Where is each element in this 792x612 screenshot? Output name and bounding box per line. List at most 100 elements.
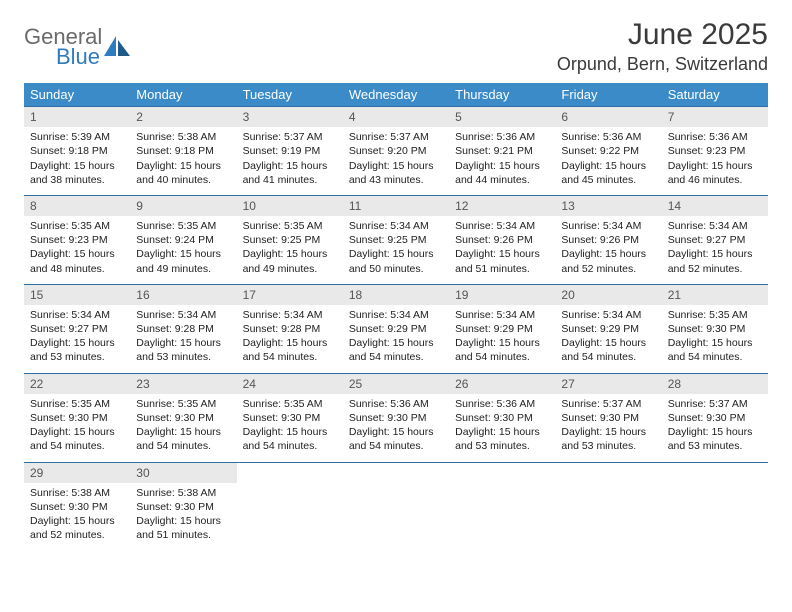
sunrise-line: Sunrise: 5:36 AM <box>349 397 443 411</box>
sunset-line: Sunset: 9:28 PM <box>136 322 230 336</box>
logo-text-wrap: General Blue <box>24 26 102 68</box>
sunset-line: Sunset: 9:22 PM <box>561 144 655 158</box>
calendar-day: 5 Sunrise: 5:36 AMSunset: 9:21 PMDaylight… <box>449 107 555 196</box>
day-details: Sunrise: 5:34 AMSunset: 9:26 PMDaylight:… <box>555 216 661 284</box>
daylight-line: Daylight: 15 hours and 40 minutes. <box>136 159 230 187</box>
day-number: 27 <box>555 374 661 394</box>
day-number: 26 <box>449 374 555 394</box>
sunrise-line: Sunrise: 5:36 AM <box>561 130 655 144</box>
daylight-line: Daylight: 15 hours and 54 minutes. <box>349 336 443 364</box>
day-details: Sunrise: 5:38 AMSunset: 9:18 PMDaylight:… <box>130 127 236 195</box>
sunrise-line: Sunrise: 5:37 AM <box>349 130 443 144</box>
day-number: 19 <box>449 285 555 305</box>
sunset-line: Sunset: 9:24 PM <box>136 233 230 247</box>
calendar-table: SundayMondayTuesdayWednesdayThursdayFrid… <box>24 83 768 550</box>
calendar-day <box>237 462 343 550</box>
calendar-day <box>449 462 555 550</box>
sunset-line: Sunset: 9:18 PM <box>30 144 124 158</box>
day-details: Sunrise: 5:35 AMSunset: 9:30 PMDaylight:… <box>24 394 130 462</box>
sunrise-line: Sunrise: 5:37 AM <box>561 397 655 411</box>
daylight-line: Daylight: 15 hours and 50 minutes. <box>349 247 443 275</box>
sunrise-line: Sunrise: 5:35 AM <box>668 308 762 322</box>
sunset-line: Sunset: 9:30 PM <box>136 411 230 425</box>
day-details: Sunrise: 5:34 AMSunset: 9:27 PMDaylight:… <box>24 305 130 373</box>
day-details: Sunrise: 5:34 AMSunset: 9:25 PMDaylight:… <box>343 216 449 284</box>
calendar-day: 18Sunrise: 5:34 AMSunset: 9:29 PMDayligh… <box>343 284 449 373</box>
calendar-day: 27Sunrise: 5:37 AMSunset: 9:30 PMDayligh… <box>555 373 661 462</box>
sunrise-line: Sunrise: 5:35 AM <box>30 219 124 233</box>
sunrise-line: Sunrise: 5:35 AM <box>136 219 230 233</box>
day-details: Sunrise: 5:34 AMSunset: 9:28 PMDaylight:… <box>237 305 343 373</box>
day-details: Sunrise: 5:38 AMSunset: 9:30 PMDaylight:… <box>130 483 236 551</box>
daylight-line: Daylight: 15 hours and 43 minutes. <box>349 159 443 187</box>
sunset-line: Sunset: 9:26 PM <box>561 233 655 247</box>
weekday-header: Friday <box>555 83 661 107</box>
day-details: Sunrise: 5:34 AMSunset: 9:28 PMDaylight:… <box>130 305 236 373</box>
sunrise-line: Sunrise: 5:34 AM <box>561 219 655 233</box>
sunset-line: Sunset: 9:25 PM <box>349 233 443 247</box>
day-number: 2 <box>130 107 236 127</box>
day-details: Sunrise: 5:35 AMSunset: 9:24 PMDaylight:… <box>130 216 236 284</box>
sunset-line: Sunset: 9:27 PM <box>668 233 762 247</box>
calendar-day <box>662 462 768 550</box>
title-block: June 2025 Orpund, Bern, Switzerland <box>557 18 768 75</box>
daylight-line: Daylight: 15 hours and 41 minutes. <box>243 159 337 187</box>
day-details: Sunrise: 5:36 AMSunset: 9:30 PMDaylight:… <box>449 394 555 462</box>
sunset-line: Sunset: 9:30 PM <box>30 500 124 514</box>
daylight-line: Daylight: 15 hours and 51 minutes. <box>136 514 230 542</box>
day-number: 13 <box>555 196 661 216</box>
day-number: 9 <box>130 196 236 216</box>
day-details: Sunrise: 5:38 AMSunset: 9:30 PMDaylight:… <box>24 483 130 551</box>
page: General Blue June 2025 Orpund, Bern, Swi… <box>0 0 792 568</box>
calendar-week: 29Sunrise: 5:38 AMSunset: 9:30 PMDayligh… <box>24 462 768 550</box>
daylight-line: Daylight: 15 hours and 51 minutes. <box>455 247 549 275</box>
day-number: 29 <box>24 463 130 483</box>
daylight-line: Daylight: 15 hours and 54 minutes. <box>455 336 549 364</box>
calendar-day: 21Sunrise: 5:35 AMSunset: 9:30 PMDayligh… <box>662 284 768 373</box>
daylight-line: Daylight: 15 hours and 44 minutes. <box>455 159 549 187</box>
sunset-line: Sunset: 9:21 PM <box>455 144 549 158</box>
day-details: Sunrise: 5:35 AMSunset: 9:25 PMDaylight:… <box>237 216 343 284</box>
day-number: 3 <box>237 107 343 127</box>
day-details: Sunrise: 5:37 AMSunset: 9:30 PMDaylight:… <box>662 394 768 462</box>
sunset-line: Sunset: 9:30 PM <box>349 411 443 425</box>
calendar-day: 11Sunrise: 5:34 AMSunset: 9:25 PMDayligh… <box>343 195 449 284</box>
sunset-line: Sunset: 9:30 PM <box>30 411 124 425</box>
calendar-day: 30Sunrise: 5:38 AMSunset: 9:30 PMDayligh… <box>130 462 236 550</box>
calendar-week: 1Sunrise: 5:39 AMSunset: 9:18 PMDaylight… <box>24 107 768 196</box>
sunset-line: Sunset: 9:18 PM <box>136 144 230 158</box>
sunrise-line: Sunrise: 5:35 AM <box>243 397 337 411</box>
calendar-day: 16Sunrise: 5:34 AMSunset: 9:28 PMDayligh… <box>130 284 236 373</box>
sunrise-line: Sunrise: 5:35 AM <box>136 397 230 411</box>
header: General Blue June 2025 Orpund, Bern, Swi… <box>24 18 768 75</box>
daylight-line: Daylight: 15 hours and 54 minutes. <box>243 336 337 364</box>
calendar-day: 14Sunrise: 5:34 AMSunset: 9:27 PMDayligh… <box>662 195 768 284</box>
day-details: Sunrise: 5:34 AMSunset: 9:29 PMDaylight:… <box>449 305 555 373</box>
day-number: 10 <box>237 196 343 216</box>
day-number: 30 <box>130 463 236 483</box>
sunset-line: Sunset: 9:20 PM <box>349 144 443 158</box>
daylight-line: Daylight: 15 hours and 48 minutes. <box>30 247 124 275</box>
calendar-week: 8Sunrise: 5:35 AMSunset: 9:23 PMDaylight… <box>24 195 768 284</box>
sunrise-line: Sunrise: 5:36 AM <box>455 130 549 144</box>
calendar-header-row: SundayMondayTuesdayWednesdayThursdayFrid… <box>24 83 768 107</box>
calendar-week: 15Sunrise: 5:34 AMSunset: 9:27 PMDayligh… <box>24 284 768 373</box>
daylight-line: Daylight: 15 hours and 45 minutes. <box>561 159 655 187</box>
sunrise-line: Sunrise: 5:38 AM <box>136 486 230 500</box>
calendar-day: 19Sunrise: 5:34 AMSunset: 9:29 PMDayligh… <box>449 284 555 373</box>
sunrise-line: Sunrise: 5:34 AM <box>668 219 762 233</box>
calendar-day: 29Sunrise: 5:38 AMSunset: 9:30 PMDayligh… <box>24 462 130 550</box>
sunset-line: Sunset: 9:19 PM <box>243 144 337 158</box>
sunset-line: Sunset: 9:30 PM <box>668 322 762 336</box>
day-details: Sunrise: 5:35 AMSunset: 9:23 PMDaylight:… <box>24 216 130 284</box>
calendar-day: 26Sunrise: 5:36 AMSunset: 9:30 PMDayligh… <box>449 373 555 462</box>
day-details: Sunrise: 5:37 AMSunset: 9:20 PMDaylight:… <box>343 127 449 195</box>
weekday-header: Saturday <box>662 83 768 107</box>
day-number: 24 <box>237 374 343 394</box>
calendar-day: 13Sunrise: 5:34 AMSunset: 9:26 PMDayligh… <box>555 195 661 284</box>
calendar-day: 20Sunrise: 5:34 AMSunset: 9:29 PMDayligh… <box>555 284 661 373</box>
calendar-day: 17Sunrise: 5:34 AMSunset: 9:28 PMDayligh… <box>237 284 343 373</box>
logo-word-blue: Blue <box>56 46 102 68</box>
day-number: 22 <box>24 374 130 394</box>
day-number: 5 <box>449 107 555 127</box>
